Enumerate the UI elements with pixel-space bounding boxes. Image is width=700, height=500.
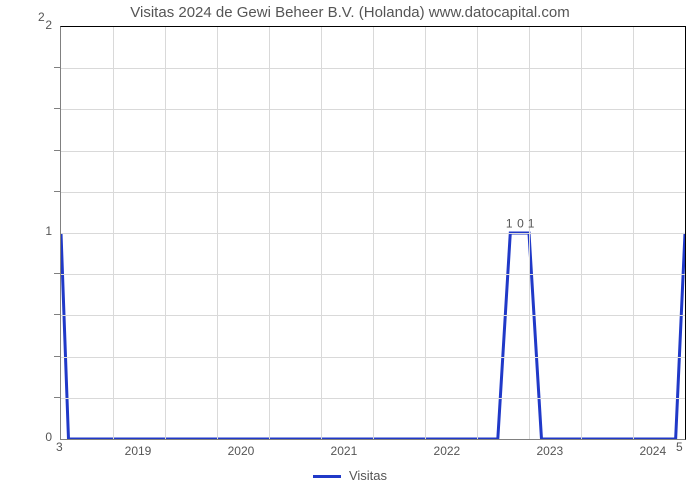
y-minor-tick xyxy=(54,67,60,68)
grid-line-horizontal-minor xyxy=(61,109,685,110)
y-tick-label: 1 xyxy=(12,224,52,238)
legend-swatch xyxy=(313,475,341,478)
x-tick-label: 2024 xyxy=(639,444,666,458)
x-tick-label: 2021 xyxy=(331,444,358,458)
y-minor-tick xyxy=(54,314,60,315)
legend-label: Visitas xyxy=(349,468,387,483)
y-minor-tick xyxy=(54,150,60,151)
x-tick-label: 2020 xyxy=(228,444,255,458)
y-minor-tick xyxy=(54,273,60,274)
corner-label-bottom-right: 5 xyxy=(676,440,683,454)
corner-label-top-left: 2 xyxy=(38,10,45,24)
y-minor-tick xyxy=(54,108,60,109)
grid-line-horizontal-minor xyxy=(61,274,685,275)
corner-label-bottom-left: 3 xyxy=(56,440,63,454)
grid-line-horizontal-minor xyxy=(61,398,685,399)
grid-line-horizontal-minor xyxy=(61,192,685,193)
chart-container: Visitas 2024 de Gewi Beheer B.V. (Holand… xyxy=(0,0,700,500)
y-minor-tick xyxy=(54,356,60,357)
y-minor-tick xyxy=(54,191,60,192)
grid-line-horizontal xyxy=(61,233,685,234)
grid-line-horizontal-minor xyxy=(61,151,685,152)
grid-line-horizontal-minor xyxy=(61,315,685,316)
plot-area xyxy=(60,26,686,440)
chart-title: Visitas 2024 de Gewi Beheer B.V. (Holand… xyxy=(0,4,700,21)
data-point-label: 1 xyxy=(506,217,513,231)
x-tick-label: 2022 xyxy=(434,444,461,458)
x-tick-label: 2023 xyxy=(536,444,563,458)
legend: Visitas xyxy=(0,468,700,483)
y-minor-tick xyxy=(54,397,60,398)
y-tick-label: 2 xyxy=(12,18,52,32)
data-point-label: 0 xyxy=(517,217,524,231)
x-tick-label: 2019 xyxy=(125,444,152,458)
y-tick-label: 0 xyxy=(12,430,52,444)
grid-line-horizontal-minor xyxy=(61,68,685,69)
data-point-label: 1 xyxy=(528,217,535,231)
grid-line-horizontal-minor xyxy=(61,357,685,358)
